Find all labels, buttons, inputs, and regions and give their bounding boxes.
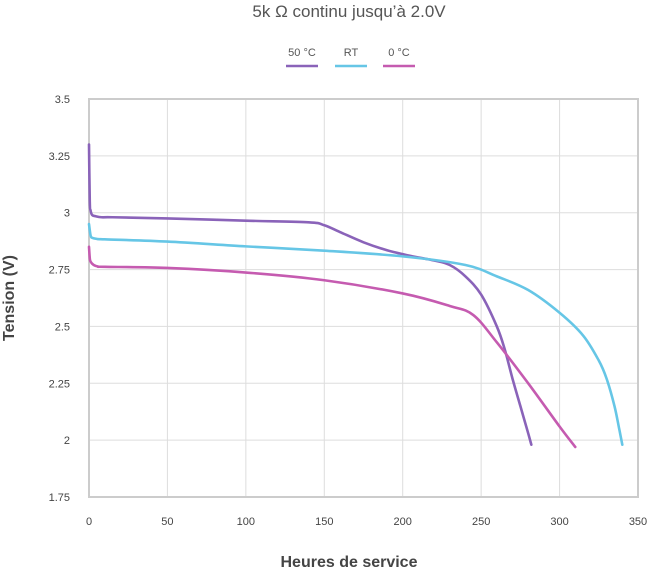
x-tick-label-0: 0 (86, 516, 92, 528)
y-axis-title: Tension (V) (1, 255, 18, 341)
y-axis-ticks: 1.75 2 2.25 2.5 2.75 3 3.25 3.5 (49, 94, 70, 504)
y-tick-label-4: 2.75 (49, 265, 70, 277)
series-lines (87, 143, 624, 449)
legend-label-1: RT (344, 47, 359, 59)
x-axis-title: Heures de service (281, 554, 418, 569)
chart-title: 5k Ω continu jusqu’à 2.0V (252, 2, 446, 21)
legend-label-2: 0 °C (388, 47, 410, 59)
legend: 50 °C RT 0 °C (286, 47, 415, 68)
x-tick-label-2: 100 (237, 516, 255, 528)
x-tick-label-1: 50 (161, 516, 173, 528)
x-tick-label-7: 350 (629, 516, 647, 528)
series-line-2 (87, 245, 577, 449)
x-tick-label-5: 250 (472, 516, 490, 528)
x-tick-label-4: 200 (394, 516, 412, 528)
y-tick-label-2: 2.25 (49, 378, 70, 390)
plot-frame (88, 98, 639, 498)
y-tick-label-3: 2.5 (55, 321, 70, 333)
y-tick-label-1: 2 (64, 435, 70, 447)
x-tick-label-6: 300 (550, 516, 568, 528)
legend-label-0: 50 °C (288, 47, 316, 59)
y-tick-label-7: 3.5 (55, 94, 70, 106)
y-tick-label-0: 1.75 (49, 492, 70, 504)
x-axis-ticks: 0 50 100 150 200 250 300 350 (86, 516, 647, 528)
y-tick-label-6: 3.25 (49, 151, 70, 163)
series-line-0 (87, 143, 533, 446)
series-line-1 (87, 222, 624, 446)
x-tick-label-3: 150 (315, 516, 333, 528)
grid-lines (88, 98, 639, 498)
y-tick-label-5: 3 (64, 208, 70, 220)
